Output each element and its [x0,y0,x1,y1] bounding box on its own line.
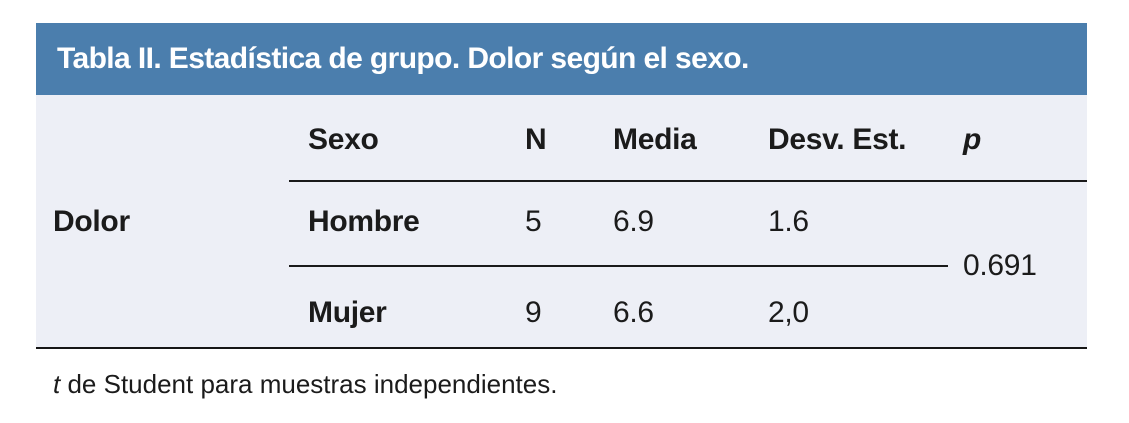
header-underline [289,180,1087,182]
row-hombre-sexo: Hombre [308,205,420,238]
row-hombre-desv-est: 1.6 [768,205,809,238]
p-value: 0.691 [963,249,1037,282]
footnote-symbol: t [53,369,61,399]
column-header-n: N [525,123,547,156]
row-hombre-media: 6.9 [613,205,654,238]
row-separator-line [289,265,948,267]
table-title: Tabla II. Estadística de grupo. Dolor se… [57,42,749,75]
column-header-media: Media [613,123,697,156]
row-mujer-sexo: Mujer [308,296,387,329]
footnote-text: de Student para muestras independientes. [60,369,558,399]
row-group-label: Dolor [53,205,130,238]
statistics-table: Tabla II. Estadística de grupo. Dolor se… [36,23,1087,349]
row-mujer-n: 9 [525,296,542,329]
table-title-bar: Tabla II. Estadística de grupo. Dolor se… [36,23,1087,95]
row-mujer-desv-est: 2,0 [768,296,809,329]
table-body: Sexo N Media Desv. Est. p Dolor Hombre 5… [36,95,1087,349]
row-mujer-media: 6.6 [613,296,654,329]
column-header-p: p [963,123,982,156]
column-header-sexo: Sexo [308,123,379,156]
row-hombre-n: 5 [525,205,542,238]
column-header-desv-est: Desv. Est. [768,123,907,156]
table-footnote: t de Student para muestras independiente… [53,368,557,400]
